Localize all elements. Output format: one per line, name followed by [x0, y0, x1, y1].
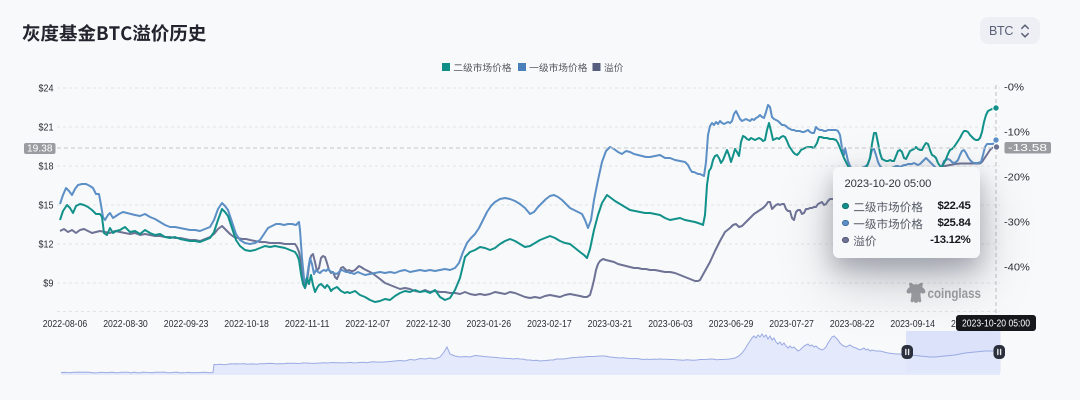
svg-text:$9: $9	[43, 278, 53, 290]
svg-text:-0%: -0%	[1004, 82, 1024, 94]
svg-text:2022-08-30: 2022-08-30	[103, 318, 148, 330]
svg-text:$21: $21	[39, 122, 54, 134]
svg-text:$18: $18	[39, 161, 54, 173]
svg-text:-30%: -30%	[1004, 217, 1030, 229]
svg-text:2023-03-21: 2023-03-21	[588, 318, 633, 330]
svg-text:-40%: -40%	[1004, 262, 1030, 274]
svg-text:2022-12-07: 2022-12-07	[345, 318, 390, 330]
svg-text:$24: $24	[39, 83, 54, 95]
svg-text:2022-12-30: 2022-12-30	[406, 318, 451, 330]
svg-text:-10%: -10%	[1004, 127, 1030, 139]
svg-text:coinglass: coinglass	[928, 285, 982, 301]
svg-text:2023-06-03: 2023-06-03	[648, 318, 693, 330]
svg-text:2023-02-17: 2023-02-17	[527, 318, 572, 330]
svg-text:2023-06-29: 2023-06-29	[709, 318, 754, 330]
svg-text:19.38: 19.38	[27, 144, 53, 155]
svg-text:-20%: -20%	[1004, 172, 1030, 184]
svg-text:2023-01-26: 2023-01-26	[467, 318, 512, 330]
svg-text:2022-09-23: 2022-09-23	[164, 318, 209, 330]
svg-text:2023-09-14: 2023-09-14	[890, 318, 935, 330]
svg-text:$12: $12	[39, 239, 54, 251]
svg-text:2022-10-18: 2022-10-18	[224, 318, 269, 330]
svg-text:-13.58: -13.58	[1008, 143, 1048, 154]
svg-text:2022-08-06: 2022-08-06	[43, 318, 88, 330]
svg-text:$15: $15	[39, 200, 54, 212]
svg-text:2022-11-11: 2022-11-11	[285, 318, 330, 330]
svg-text:2023-10-20 05:00: 2023-10-20 05:00	[962, 318, 1030, 330]
svg-text:2023-08-22: 2023-08-22	[830, 318, 875, 330]
svg-text:2023-07-27: 2023-07-27	[769, 318, 814, 330]
